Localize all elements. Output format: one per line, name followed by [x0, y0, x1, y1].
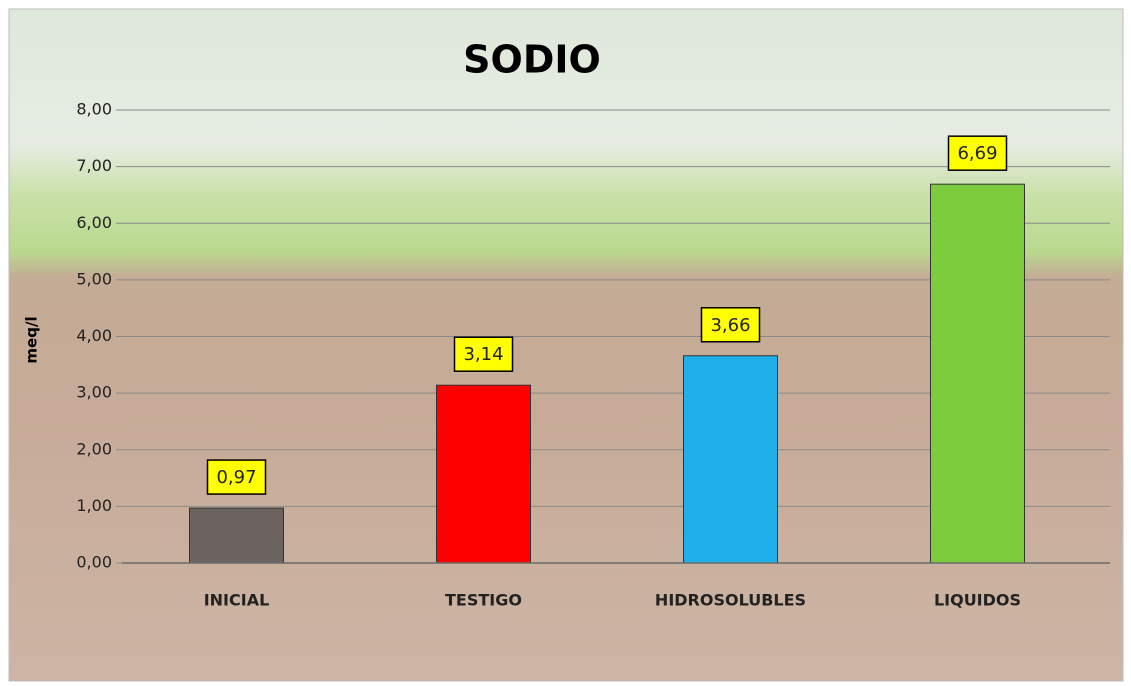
bar	[930, 183, 1025, 564]
y-tick-label: 0,00	[76, 553, 112, 572]
y-tick-label: 4,00	[76, 326, 112, 345]
y-tick-label: 1,00	[76, 496, 112, 515]
y-axis-label: meq/l	[23, 316, 41, 363]
bar	[683, 355, 778, 564]
x-tick-label: LIQUIDOS	[934, 591, 1021, 610]
value-label-box	[206, 459, 267, 495]
value-label: 6,69	[957, 143, 997, 164]
y-tick-label: 2,00	[76, 439, 112, 458]
value-label-box	[947, 135, 1008, 171]
y-tick-label: 6,00	[76, 213, 112, 232]
value-label: 3,14	[463, 344, 503, 365]
value-label: 0,97	[216, 467, 256, 488]
y-tick-label: 3,00	[76, 383, 112, 402]
y-tick-label: 8,00	[76, 100, 112, 119]
x-tick-label: INICIAL	[204, 591, 270, 610]
x-tick-label: HIDROSOLUBLES	[655, 591, 806, 610]
y-tick-label: 7,00	[76, 156, 112, 175]
chart-title: SODIO	[463, 38, 601, 82]
bar	[189, 507, 284, 564]
value-label-box	[700, 307, 761, 343]
bar	[436, 384, 531, 564]
y-tick-label: 5,00	[76, 269, 112, 288]
value-label: 3,66	[710, 315, 750, 336]
x-tick-label: TESTIGO	[445, 591, 522, 610]
value-label-box	[453, 336, 514, 372]
